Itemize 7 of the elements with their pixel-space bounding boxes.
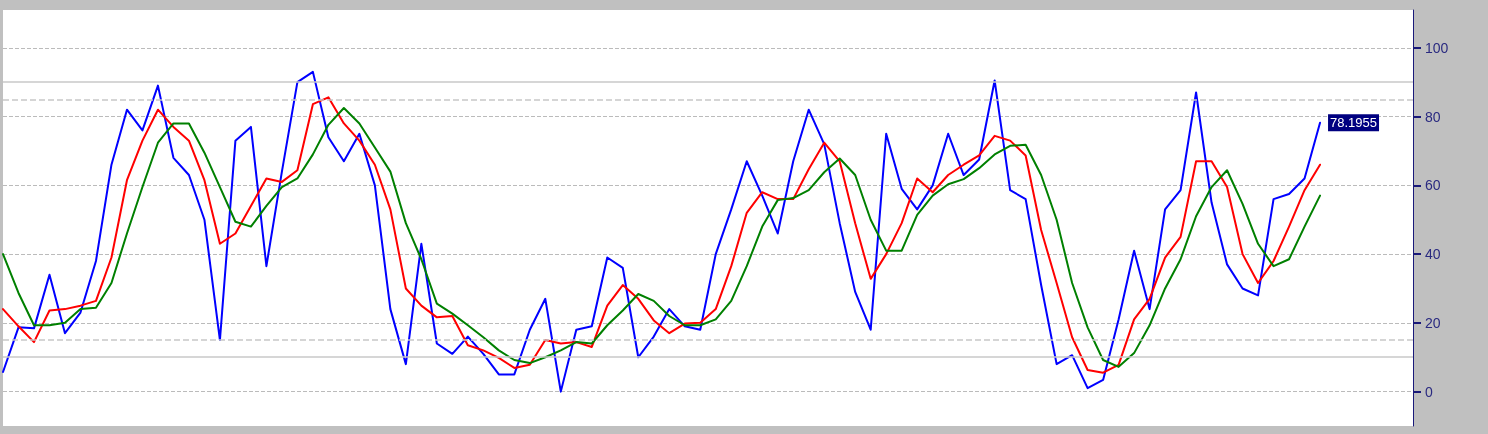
- y-tick-label: 20: [1425, 314, 1441, 331]
- y-tick-label: 100: [1425, 39, 1449, 56]
- data-label: 78.1955: [1330, 115, 1378, 131]
- y-tick-label: 0: [1425, 383, 1433, 400]
- y-tick-label: 60: [1425, 177, 1441, 194]
- y-tick-label: 80: [1425, 108, 1441, 125]
- y-tick-label: 40: [1425, 246, 1441, 263]
